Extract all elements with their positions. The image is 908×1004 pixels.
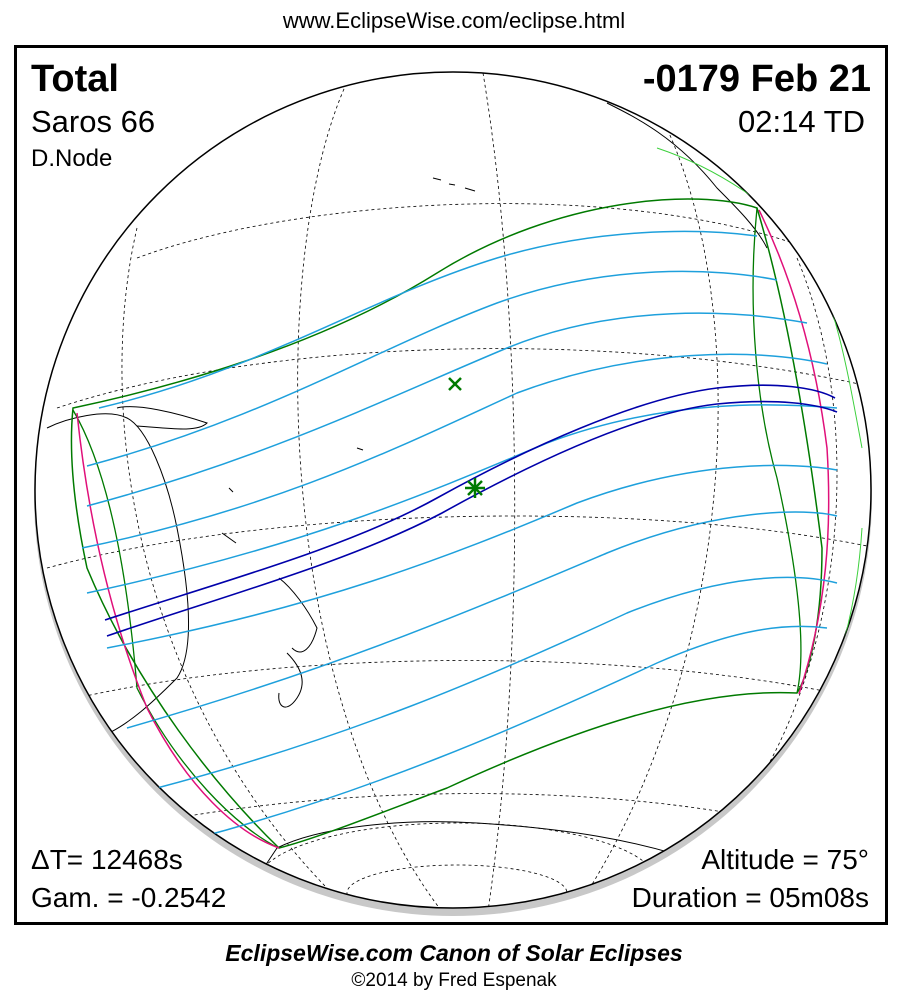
saros-number: Saros 66: [31, 104, 156, 139]
altitude-value: Altitude = 75°: [701, 844, 869, 875]
umbral-path-south-limit: [106, 400, 838, 637]
eclipse-type: Total: [31, 58, 119, 100]
orthographic-globe-map: [34, 71, 872, 916]
header-url[interactable]: www.EclipseWise.com/eclipse.html: [282, 8, 626, 33]
sunrise-curve: [76, 412, 280, 849]
eclipse-date: -0179 Feb 21: [642, 58, 871, 100]
greatest-eclipse-marker: [465, 478, 485, 498]
node-label: D.Node: [31, 145, 113, 172]
duration-value: Duration = 05m08s: [631, 882, 869, 913]
penumbral-boundary: [70, 198, 823, 849]
new-zealand-north: [278, 577, 318, 653]
footer-title: EclipseWise.com Canon of Solar Eclipses: [225, 940, 683, 966]
penumbral-limit-east: [752, 207, 802, 694]
gamma-value: Gam. = -0.2542: [31, 882, 227, 913]
sunset-curve: [758, 209, 830, 695]
eclipse-time: 02:14 TD: [738, 104, 865, 139]
delta-t-value: ΔT= 12468s: [31, 844, 183, 875]
subsolar-point-marker: [448, 377, 462, 391]
new-zealand-south: [278, 652, 303, 708]
new-guinea-coast: [116, 406, 208, 430]
footer-copyright: ©2014 by Fred Espenak: [351, 970, 557, 991]
eclipse-map-frame: Total -0179 Feb 21 Saros 66 02:14 TD D.N…: [14, 45, 888, 925]
pacific-islands: [221, 177, 476, 544]
north-america-coast: [606, 102, 768, 249]
umbral-path-north-limit: [104, 384, 836, 621]
penumbral-magnitude-lines: [81, 230, 838, 839]
